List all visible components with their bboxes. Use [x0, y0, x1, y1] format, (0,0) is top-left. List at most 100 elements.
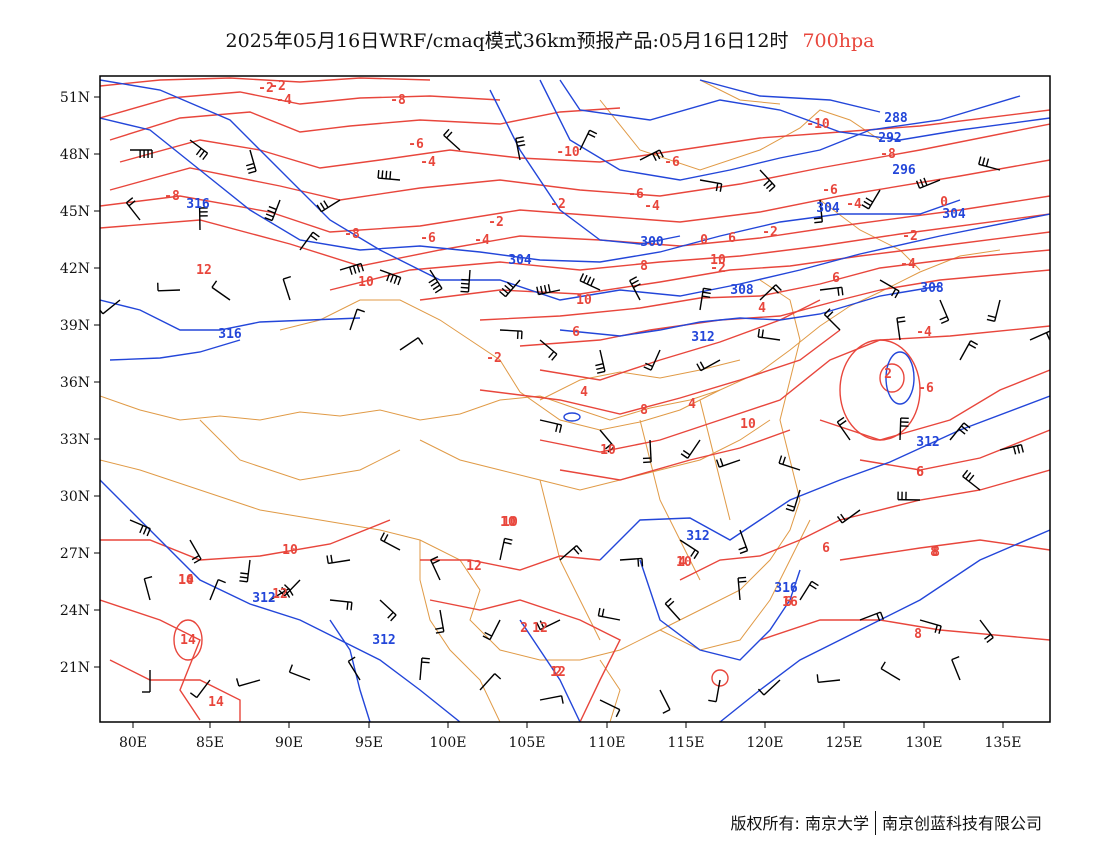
lon-tick-label: 115E: [668, 735, 705, 751]
temperature-label: 12: [196, 263, 212, 278]
height-label: 300: [640, 235, 664, 250]
lat-tick-label: 39N: [60, 318, 90, 334]
temperature-label: 14: [208, 695, 224, 710]
temperature-label: 4: [688, 397, 696, 412]
wind-barb: [819, 286, 844, 296]
wind-barb: [959, 340, 979, 361]
wind-barb: [479, 673, 502, 691]
lat-tick-label: 27N: [60, 546, 90, 562]
temperature-label: 8: [640, 403, 648, 418]
wind-barb: [823, 308, 841, 331]
wind-barb: [539, 419, 563, 433]
wind-barb: [428, 269, 443, 294]
wind-barb: [629, 276, 641, 301]
wind-barb: [157, 282, 181, 292]
temperature-label: 12: [272, 587, 288, 602]
wind-barb: [979, 619, 994, 643]
wind-barb: [699, 179, 723, 192]
wind-barb: [142, 670, 151, 693]
lon-tick-label: 120E: [747, 735, 784, 751]
wind-barb: [642, 439, 652, 464]
temperature-label: -2: [270, 79, 286, 94]
temperature-label: 12: [550, 665, 566, 680]
map-frame: [99, 75, 1051, 723]
wind-barb: [664, 597, 681, 621]
title-main: 2025年05月16日WRF/cmaq模式36km预报产品:05月16日12时: [225, 30, 789, 52]
wind-barb: [130, 149, 153, 158]
wind-barb: [245, 149, 257, 175]
wind-barb: [443, 128, 461, 151]
wind-barb: [399, 337, 424, 351]
wind-barb: [579, 129, 598, 151]
temperature-label: -6: [822, 183, 838, 198]
credit-separator: [874, 811, 876, 835]
height-label: 316: [186, 197, 210, 212]
wind-barb: [379, 532, 401, 551]
credit-left: 版权所有: 南京大学: [730, 814, 869, 833]
wind-barb: [129, 519, 151, 537]
wind-barb: [499, 279, 521, 298]
height-label: 308: [730, 283, 754, 298]
wind-barb: [799, 580, 819, 601]
wind-barb: [962, 469, 981, 491]
temperature-label: 6: [916, 465, 924, 480]
wind-barb: [759, 284, 782, 301]
wind-barb: [579, 273, 601, 291]
temperature-label: 12: [532, 621, 548, 636]
temperature-label: 0: [940, 195, 948, 210]
temperature-label: -8: [880, 147, 896, 162]
wind-barb: [347, 656, 361, 681]
temperature-label: 12: [466, 559, 482, 574]
wind-barb: [379, 599, 397, 622]
height-label: 312: [691, 330, 714, 345]
height-label: 312: [252, 591, 275, 606]
temperature-label: 10: [740, 417, 756, 432]
wind-barb: [1029, 330, 1050, 341]
temperature-label: 6: [784, 595, 792, 610]
wind-barb: [435, 609, 445, 634]
wind-barb: [209, 578, 226, 601]
lat-tick-label: 33N: [60, 432, 90, 448]
wind-barb: [696, 359, 721, 372]
wind-barb: [949, 422, 971, 441]
temperature-label: 4: [758, 301, 766, 316]
temperature-label: -2: [258, 81, 274, 96]
temperature-label: 6: [728, 231, 736, 246]
wind-barb: [329, 599, 353, 611]
wind-barb: [919, 619, 942, 634]
wind-barb: [999, 443, 1024, 455]
wind-barb: [189, 139, 209, 161]
temperature-label: 6: [916, 465, 924, 480]
wind-barb: [599, 429, 615, 453]
wind-barbs: [100, 128, 1050, 718]
temperature-label: -4: [916, 325, 932, 340]
wind-barb: [539, 339, 558, 361]
temperature-label: -2: [710, 261, 726, 276]
temperature-label: 0: [700, 233, 708, 248]
height-label: 288: [884, 111, 908, 126]
lat-tick-label: 45N: [60, 204, 90, 220]
height-label: 312: [916, 435, 939, 450]
wind-barb: [757, 679, 781, 696]
wind-barb: [679, 539, 700, 560]
wind-barb: [499, 329, 523, 340]
wind-barb: [599, 699, 621, 718]
temperature-label: 10: [676, 555, 692, 570]
temperature-label: 10: [600, 443, 616, 458]
temperature-contours: [100, 77, 1050, 722]
lat-tick-label: 36N: [60, 375, 90, 391]
temperature-label: 10: [576, 293, 592, 308]
wind-barb: [619, 557, 644, 567]
temperature-label: -10: [806, 117, 830, 132]
wind-barb: [597, 607, 621, 621]
axes: 80E 85E 90E 95E 100E 105E 110E 115E 120E 125E 130E…: [60, 90, 1022, 751]
temperature-label: 2: [520, 621, 528, 636]
wind-barb: [986, 299, 1001, 323]
temperature-label: 10: [502, 515, 518, 530]
pressure-level-label: 700hpa: [802, 30, 875, 52]
temperature-label: 8: [932, 545, 940, 560]
wind-barb: [737, 576, 747, 601]
wind-barb: [326, 554, 351, 565]
wind-barb: [595, 349, 606, 374]
